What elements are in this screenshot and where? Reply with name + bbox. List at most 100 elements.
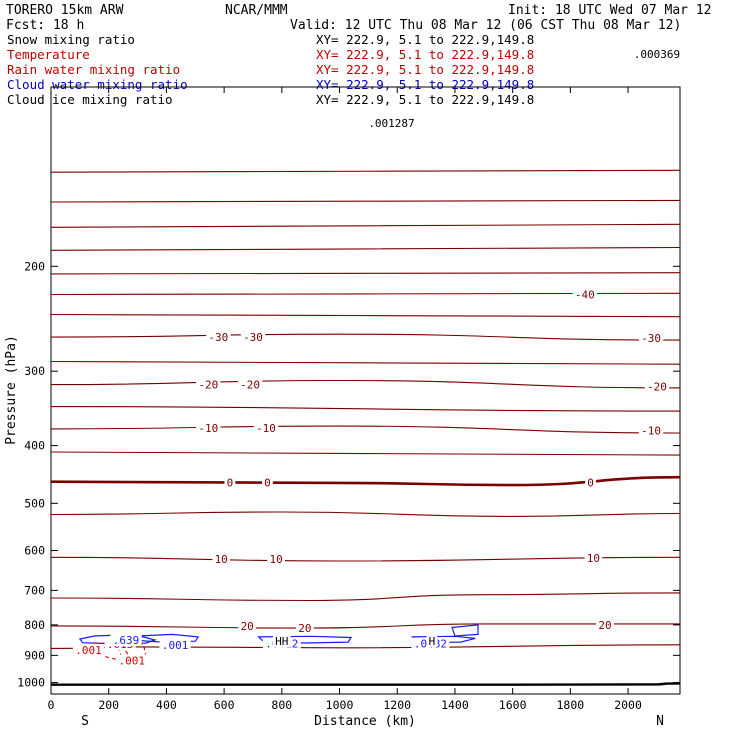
snow-label: .000369 bbox=[634, 48, 680, 61]
legend-field-name: Rain water mixing ratio bbox=[7, 62, 180, 77]
isotherm-line bbox=[50, 223, 681, 228]
isotherm-line bbox=[50, 333, 681, 341]
temperature-label: -20 bbox=[647, 380, 667, 393]
temperature-label-bg bbox=[267, 553, 285, 565]
isotherm-line bbox=[50, 406, 681, 412]
temperature-label-bg bbox=[206, 331, 231, 344]
y-tick-label: 200 bbox=[24, 259, 45, 273]
y-tick-label: 300 bbox=[24, 364, 45, 378]
isotherm-line bbox=[50, 644, 681, 649]
x-tick-label: 600 bbox=[214, 698, 235, 712]
snow-label-bg bbox=[365, 117, 418, 130]
isotherm-line bbox=[50, 556, 681, 562]
center-title: NCAR/MMM bbox=[225, 3, 288, 18]
temperature-label: -30 bbox=[641, 332, 661, 345]
legend-field-xy: XY= 222.9, 5.1 to 222.9,149.8 bbox=[316, 92, 534, 107]
cloud-water-contour bbox=[78, 634, 157, 645]
isotherm-line bbox=[50, 623, 680, 629]
temperature-label-bg bbox=[253, 422, 279, 435]
cloud-water-label-bg bbox=[159, 639, 191, 652]
temperature-label: -40 bbox=[575, 289, 595, 302]
cloud-water-label-bg bbox=[110, 634, 142, 646]
isotherm-line bbox=[50, 360, 681, 365]
rain-water-label: .001 bbox=[119, 655, 146, 668]
temperature-label: 10 bbox=[215, 553, 228, 566]
temperature-label: 10 bbox=[269, 553, 282, 566]
forecast-hour: Fcst: 18 h bbox=[6, 18, 84, 33]
x-tick-label: 0 bbox=[48, 698, 55, 712]
snow-label-bg bbox=[426, 634, 438, 647]
model-title: TORERO 15km ARW bbox=[6, 3, 124, 18]
rain-water-label-bg bbox=[116, 654, 148, 667]
temperature-label-bg bbox=[262, 476, 273, 489]
temperature-label-bg bbox=[638, 424, 664, 437]
y-tick-label: 500 bbox=[24, 496, 45, 510]
legend: Snow mixing ratio XY= 222.9, 5.1 to 222.… bbox=[7, 32, 534, 107]
temperature-label-bg bbox=[237, 378, 263, 391]
y-tick-label: 1000 bbox=[17, 676, 45, 690]
isotherm-line bbox=[50, 199, 681, 203]
isotherm-line bbox=[50, 425, 681, 434]
temperature-label-bg bbox=[572, 288, 597, 301]
cloud-water-label: .001 bbox=[162, 639, 189, 652]
temperature-label: -10 bbox=[641, 424, 661, 437]
x-tick-label: 1600 bbox=[499, 698, 527, 712]
y-tick-label: 800 bbox=[24, 618, 45, 632]
legend-field-xy: XY= 222.9, 5.1 to 222.9,149.8 bbox=[316, 47, 534, 62]
isotherm-line bbox=[50, 592, 681, 602]
x-end-north: N bbox=[656, 714, 664, 729]
x-tick-label: 800 bbox=[271, 698, 292, 712]
temperature-label-bg bbox=[196, 422, 221, 435]
isotherm-line bbox=[50, 292, 681, 296]
y-tick-label: 400 bbox=[24, 439, 45, 453]
isotherm-layer bbox=[50, 169, 681, 649]
snow-label: HH bbox=[275, 635, 288, 648]
temperature-label-bg bbox=[224, 476, 236, 489]
isotherm-line bbox=[50, 272, 681, 275]
isotherm-line bbox=[50, 451, 681, 456]
x-tick-label: 1400 bbox=[441, 698, 469, 712]
temperature-label: 20 bbox=[241, 620, 254, 633]
temperature-label: -30 bbox=[243, 331, 263, 344]
legend-field-name: Temperature bbox=[7, 47, 90, 62]
contour-label-layer: -40 -30 -30 -30 -20 -20 -20 -10 -10 -10 0 0 0 10 10 10 2… bbox=[72, 47, 683, 668]
temperature-label-bg bbox=[596, 618, 614, 631]
temperature-label-bg bbox=[584, 552, 603, 565]
temperature-label-bg bbox=[644, 380, 670, 393]
temperature-label: 0 bbox=[227, 476, 234, 489]
x-tick-label: 400 bbox=[156, 698, 177, 712]
temperature-label: -20 bbox=[198, 379, 218, 392]
temperature-label-bg bbox=[240, 331, 266, 344]
legend-field-xy: XY= 222.9, 5.1 to 222.9,149.8 bbox=[316, 77, 534, 92]
rain-water-label: .001 bbox=[75, 644, 102, 657]
legend-field-xy: XY= 222.9, 5.1 to 222.9,149.8 bbox=[316, 62, 534, 77]
x-end-south: S bbox=[81, 714, 89, 729]
temperature-label-bg bbox=[196, 378, 221, 391]
terrain-layer bbox=[51, 682, 681, 686]
temperature-label: -10 bbox=[198, 422, 218, 435]
snow-label: .001287 bbox=[368, 117, 414, 130]
legend-field-xy: XY= 222.9, 5.1 to 222.9,149.8 bbox=[316, 32, 534, 47]
plot-frame bbox=[50, 86, 681, 695]
isotherm-line bbox=[50, 313, 681, 318]
temperature-label: -30 bbox=[208, 331, 228, 344]
snow-label-bg bbox=[631, 47, 683, 60]
x-tick-label: 1000 bbox=[326, 698, 354, 712]
isotherm-line bbox=[50, 169, 681, 173]
init-time: Init: 18 UTC Wed 07 Mar 12 bbox=[508, 3, 712, 18]
isotherm-line bbox=[50, 246, 681, 251]
axes-layer: 0 200 400 600 800 1000 1200 1400 1600 1800 2000200… bbox=[17, 87, 680, 712]
x-tick-label: 2000 bbox=[614, 698, 642, 712]
y-tick-label: 900 bbox=[24, 648, 45, 662]
temperature-label-bg bbox=[296, 622, 314, 635]
snow-label-bg bbox=[273, 635, 291, 648]
temperature-label: -10 bbox=[256, 422, 276, 435]
temperature-label: 10 bbox=[587, 552, 600, 565]
terrain-line bbox=[51, 682, 681, 686]
temperature-label-bg bbox=[585, 476, 596, 489]
temperature-label: 20 bbox=[298, 622, 311, 635]
x-axis-label: Distance (km) bbox=[314, 714, 416, 729]
temperature-label: 0 bbox=[264, 476, 271, 489]
x-tick-label: 200 bbox=[98, 698, 119, 712]
